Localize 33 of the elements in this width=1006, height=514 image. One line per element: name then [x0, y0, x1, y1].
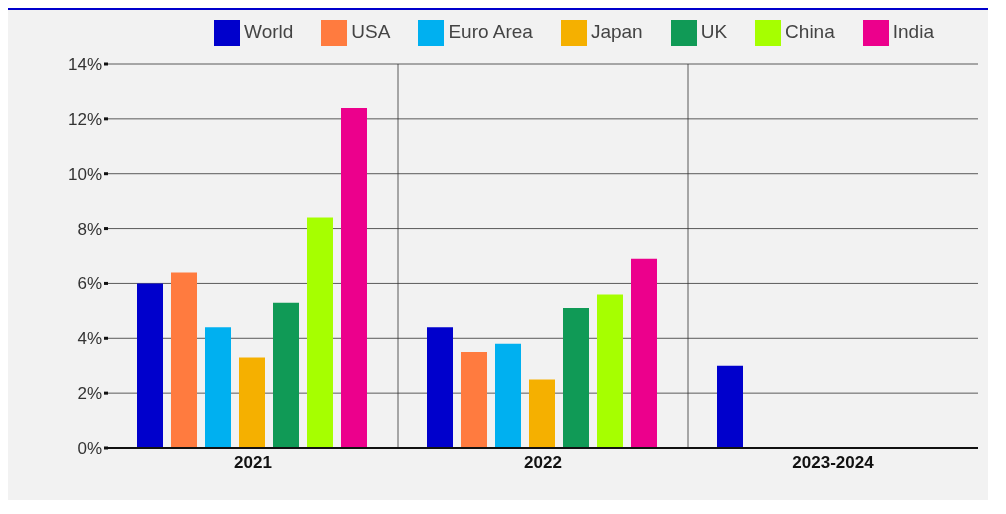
bar: [631, 258, 657, 448]
y-tick-label: 8%: [77, 219, 102, 239]
legend-label: USA: [351, 21, 391, 43]
bar: [307, 217, 333, 448]
bar: [273, 302, 299, 448]
y-tick-label: 2%: [77, 384, 102, 404]
bar: [137, 283, 163, 448]
x-tick-label: 2022: [524, 453, 562, 473]
y-tick-label: 6%: [77, 274, 102, 294]
bar: [427, 327, 453, 448]
y-tick-label: 4%: [77, 329, 102, 349]
bar: [597, 294, 623, 448]
legend-label: UK: [700, 21, 728, 43]
y-tick-label: 10%: [67, 164, 102, 184]
bar: [239, 357, 265, 448]
bar: [495, 343, 521, 448]
bar: [461, 352, 487, 448]
legend-label: Euro Area: [448, 21, 533, 43]
y-tick-label: 0%: [77, 439, 102, 459]
legend-label: China: [785, 21, 835, 43]
bar: [171, 272, 197, 448]
x-tick-label: 2021: [234, 453, 272, 473]
bar: [717, 365, 743, 448]
bar: [205, 327, 231, 448]
y-tick-label: 12%: [67, 109, 102, 129]
legend-label: Japan: [590, 21, 643, 43]
bar: [341, 107, 367, 448]
bar: [529, 379, 555, 448]
y-tick-label: 14%: [67, 55, 102, 75]
x-tick-label: 2023-2024: [792, 453, 875, 473]
bar: [563, 308, 589, 448]
legend-label: India: [892, 21, 934, 43]
legend-label: World: [244, 21, 294, 43]
